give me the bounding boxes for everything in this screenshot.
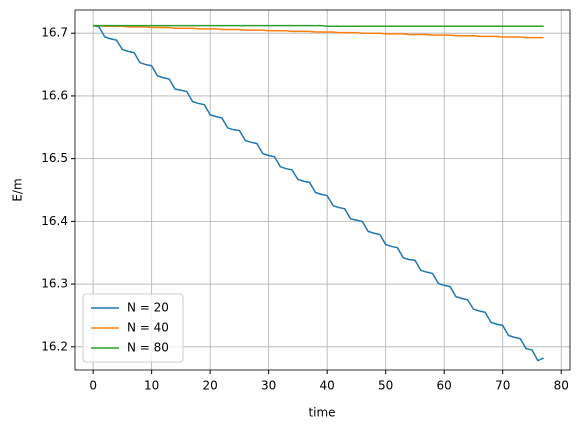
x-tick-label: 80 <box>554 379 569 393</box>
legend-label: N = 20 <box>127 301 169 315</box>
y-tick-label: 16.3 <box>41 277 68 291</box>
x-tick-label: 10 <box>144 379 159 393</box>
y-tick-label: 16.2 <box>41 339 68 353</box>
data-line <box>93 24 544 39</box>
data-line <box>93 24 544 28</box>
plot-frame <box>74 9 571 371</box>
y-tick-label: 16.5 <box>41 151 68 165</box>
data-line <box>92 24 544 362</box>
x-tick-label: 50 <box>378 379 393 393</box>
x-tick-label: 70 <box>495 379 510 393</box>
x-axis-label: time <box>308 406 335 420</box>
legend-box <box>82 293 184 363</box>
x-tick-label: 30 <box>261 379 276 393</box>
legend-label: N = 40 <box>127 321 169 335</box>
x-tick-label: 0 <box>89 379 97 393</box>
x-tick-label: 40 <box>320 379 335 393</box>
y-tick-label: 16.7 <box>41 26 68 40</box>
y-tick-label: 16.4 <box>41 214 68 228</box>
legend-label: N = 80 <box>127 341 169 355</box>
x-tick-label: 60 <box>437 379 452 393</box>
y-axis-label: E/m <box>11 178 25 201</box>
x-tick-label: 20 <box>203 379 218 393</box>
y-tick-label: 16.6 <box>41 88 68 102</box>
